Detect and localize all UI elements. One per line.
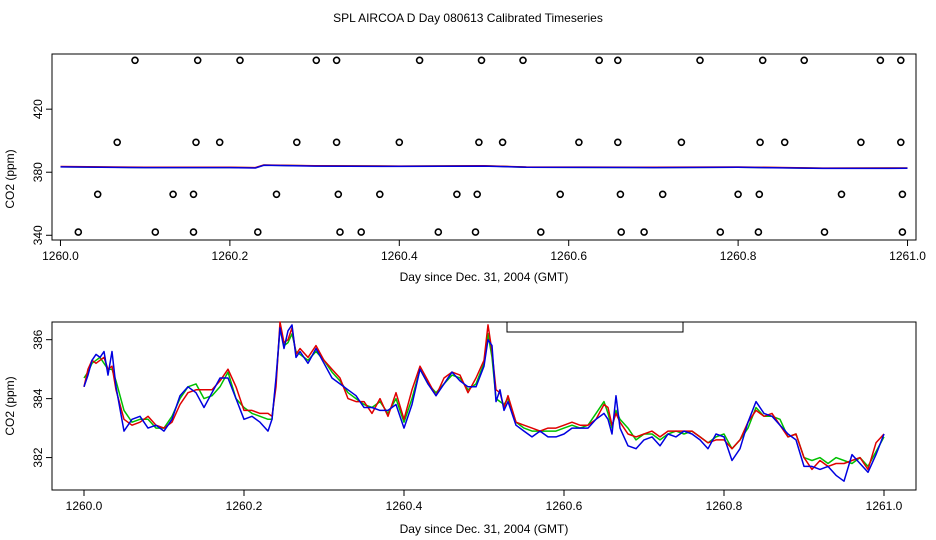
scatter-point: [755, 190, 764, 199]
scatter-point: [415, 56, 424, 65]
scatter-point: [357, 228, 366, 236]
scatter-point: [556, 190, 565, 199]
bottom-y-axis-label: CO2 (ppm): [3, 376, 17, 435]
scatter-point: [93, 190, 102, 199]
scatter-point: [658, 190, 667, 199]
scatter-point: [336, 228, 344, 236]
scatter-point: [332, 56, 341, 65]
scatter-point: [896, 138, 905, 147]
scatter-point: [192, 138, 200, 147]
scatter-point: [434, 228, 443, 236]
scatter-point: [758, 56, 767, 65]
scatter-point: [215, 138, 224, 147]
x-tick-label: 1260.2: [212, 249, 249, 263]
scatter-point: [575, 138, 583, 147]
scatter-point: [756, 138, 764, 147]
scatter-point: [898, 228, 907, 236]
x-tick-label: 1260.2: [226, 499, 263, 513]
scatter-point: [734, 190, 742, 199]
scatter-point: [857, 138, 865, 147]
scatter-point: [113, 138, 121, 147]
y-tick-label: 382: [31, 447, 45, 467]
bottom-plot-frame: [51, 321, 917, 491]
y-tick-label: 386: [31, 329, 45, 349]
top-y-axis: 340 380 420: [31, 99, 52, 245]
scatter-point: [498, 138, 507, 147]
x-tick-label: 1260.8: [706, 499, 743, 513]
scatter-point: [477, 56, 486, 65]
scatter-point: [716, 228, 725, 236]
scatter-point: [151, 228, 160, 236]
bottom-plot-marks: [83, 321, 885, 482]
scatter-point: [837, 190, 846, 199]
scatter-point: [820, 228, 829, 236]
scatter-point: [640, 228, 648, 236]
top-y-axis-label: CO2 (ppm): [3, 149, 17, 208]
scatter-point: [617, 228, 626, 236]
scatter-point: [613, 56, 622, 65]
x-tick-label: 1260.6: [546, 499, 583, 513]
scatter-point: [536, 228, 545, 236]
scatter-point: [334, 190, 343, 199]
scatter-point: [74, 228, 83, 236]
scatter-point: [616, 190, 625, 199]
x-tick-label: 1260.8: [720, 249, 757, 263]
series-line-green: [83, 327, 885, 468]
scatter-point: [189, 190, 198, 199]
scatter-point: [189, 228, 198, 236]
y-tick-label: 380: [31, 162, 45, 182]
y-tick-label: 384: [31, 388, 45, 408]
bottom-y-axis: 382 384 386: [31, 329, 52, 468]
bottom-panel: 1260.0 1260.2 1260.4 1260.6 1260.8 1261.0 382…: [3, 321, 917, 536]
x-tick-label: 1261.0: [889, 249, 926, 263]
x-tick-label: 1260.0: [42, 249, 79, 263]
scatter-point: [169, 190, 177, 199]
scatter-point: [613, 138, 622, 147]
scatter-point: [754, 228, 763, 236]
series-line-blue: [60, 164, 908, 170]
scatter-point: [332, 138, 341, 147]
scatter-point: [519, 56, 527, 65]
series-line-red: [83, 321, 885, 471]
bottom-x-axis-label: Day since Dec. 31, 2004 (GMT): [400, 522, 569, 536]
top-plot-marks: [60, 56, 908, 236]
scatter-point: [896, 56, 905, 65]
scatter-point: [193, 56, 202, 65]
series-line-blue: [83, 324, 885, 482]
scatter-point: [780, 138, 789, 147]
top-plot-frame: [51, 53, 917, 241]
scatter-point: [898, 190, 907, 199]
top-panel: 1260.0 1260.2 1260.4 1260.6 1260.8 1261.0 340…: [3, 53, 926, 284]
legend-box: [506, 321, 684, 333]
x-tick-label: 1260.4: [381, 249, 418, 263]
scatter-point: [800, 56, 809, 65]
top-x-axis-label: Day since Dec. 31, 2004 (GMT): [400, 270, 569, 284]
top-x-axis: 1260.0 1260.2 1260.4 1260.6 1260.8 1261.0: [42, 240, 926, 263]
scatter-point: [677, 138, 686, 147]
figure-title: SPL AIRCOA D Day 080613 Calibrated Times…: [333, 11, 603, 25]
scatter-point: [475, 138, 483, 147]
scatter-point: [131, 56, 139, 65]
scatter-point: [395, 138, 404, 147]
scatter-point: [375, 190, 384, 199]
x-tick-label: 1260.6: [550, 249, 587, 263]
scatter-point: [471, 228, 480, 236]
bottom-x-axis: 1260.0 1260.2 1260.4 1260.6 1260.8 1261.0: [66, 490, 903, 513]
scatter-point: [292, 138, 301, 147]
scatter-point: [312, 56, 321, 65]
scatter-point: [876, 56, 885, 65]
scatter-point: [696, 56, 704, 65]
scatter-point: [595, 56, 604, 65]
scatter-point: [253, 228, 262, 236]
x-tick-label: 1261.0: [866, 499, 903, 513]
scatter-point: [473, 190, 482, 199]
scatter-point: [453, 190, 461, 199]
scatter-point: [272, 190, 281, 199]
y-tick-label: 340: [31, 225, 45, 245]
x-tick-label: 1260.0: [66, 499, 103, 513]
scatter-point: [236, 56, 244, 65]
y-tick-label: 420: [31, 99, 45, 119]
x-tick-label: 1260.4: [386, 499, 423, 513]
